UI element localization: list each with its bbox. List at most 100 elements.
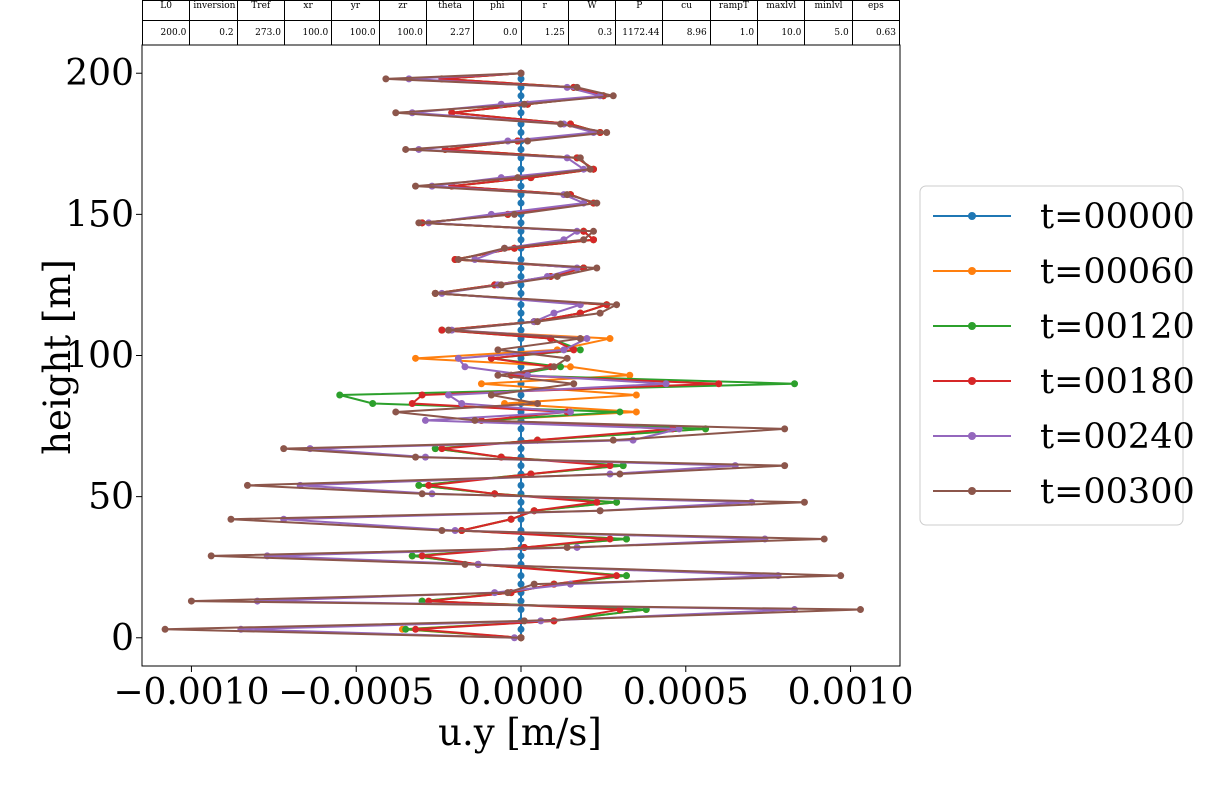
data-point <box>517 272 525 280</box>
data-point <box>415 219 423 227</box>
data-point <box>517 301 525 309</box>
data-point <box>517 445 525 453</box>
data-point <box>517 92 525 100</box>
data-point <box>593 498 601 506</box>
data-point <box>517 109 525 117</box>
y-axis: 0 50 100 150 200 <box>65 53 142 659</box>
y-tick-label: 50 <box>88 477 134 518</box>
legend-swatch-marker <box>968 377 976 385</box>
data-point <box>402 625 410 633</box>
param-value-tref: 273.0 <box>236 20 285 46</box>
param-value-zr: 100.0 <box>378 20 427 46</box>
data-point <box>517 129 525 136</box>
data-point <box>616 408 624 416</box>
data-point <box>632 408 640 416</box>
data-point <box>622 535 630 543</box>
legend-label: t=00000 <box>1040 197 1195 237</box>
data-point <box>781 425 789 433</box>
data-point <box>563 354 571 362</box>
data-point <box>402 145 410 153</box>
data-point <box>557 120 565 128</box>
data-point <box>514 174 522 182</box>
legend-swatch-marker <box>968 267 976 275</box>
data-point <box>454 256 462 264</box>
data-point <box>392 109 400 117</box>
data-point <box>606 335 614 343</box>
series-t-00300 <box>161 69 864 642</box>
data-point <box>408 399 416 407</box>
data-point <box>791 380 799 388</box>
data-point <box>517 597 525 605</box>
param-value-eps: 0.63 <box>851 20 901 46</box>
data-point <box>613 572 621 580</box>
data-point <box>408 552 416 560</box>
data-point <box>207 552 215 560</box>
data-point <box>161 625 169 633</box>
data-point <box>609 92 617 100</box>
data-point <box>524 371 532 379</box>
data-point <box>458 399 466 407</box>
data-point <box>415 481 423 489</box>
data-point <box>448 109 456 117</box>
legend-label: t=00240 <box>1040 417 1195 457</box>
data-point <box>573 83 581 91</box>
data-point <box>431 289 439 297</box>
x-tick-label: 0.0010 <box>788 672 914 713</box>
data-point <box>517 182 525 190</box>
data-point <box>675 425 683 433</box>
legend-item: t=00240 <box>933 417 1195 457</box>
data-point <box>431 445 439 453</box>
data-point <box>781 462 789 470</box>
data-point <box>494 346 502 354</box>
data-point <box>243 481 251 489</box>
param-value-cu: 8.96 <box>662 20 711 46</box>
data-point <box>517 326 525 334</box>
data-point <box>632 391 640 399</box>
data-point <box>517 634 525 642</box>
data-point <box>557 363 565 371</box>
data-point <box>412 625 420 633</box>
data-point <box>418 490 426 498</box>
data-point <box>533 318 541 326</box>
y-tick-label: 0 <box>111 618 134 659</box>
data-point <box>517 264 525 272</box>
data-point <box>517 391 525 399</box>
data-point <box>392 408 400 416</box>
data-point <box>606 535 614 543</box>
data-point <box>533 399 541 407</box>
legend-item: t=00120 <box>933 307 1195 347</box>
data-point <box>517 535 525 543</box>
x-axis-label: u.y [m/s] <box>438 711 602 754</box>
data-point <box>280 445 288 453</box>
data-point <box>425 481 433 489</box>
data-point <box>576 154 584 162</box>
data-point <box>576 346 584 354</box>
data-point <box>609 436 617 444</box>
data-point <box>501 244 509 252</box>
data-point <box>616 470 624 478</box>
data-point <box>477 380 485 388</box>
data-point <box>382 75 390 83</box>
y-axis-label: height [m] <box>36 259 79 455</box>
x-tick-label: −0.0005 <box>278 672 434 713</box>
data-point <box>524 137 532 145</box>
data-point <box>517 165 525 173</box>
data-point <box>421 416 429 424</box>
param-value-inversion: 0.2 <box>189 20 238 46</box>
x-tick-label: −0.0010 <box>113 672 269 713</box>
data-point <box>438 326 446 334</box>
data-point <box>369 399 377 407</box>
data-point <box>487 391 495 399</box>
data-point <box>517 145 525 153</box>
data-point <box>227 515 235 523</box>
data-point <box>517 256 525 264</box>
param-value-theta: 2.27 <box>425 20 475 46</box>
data-point <box>606 462 614 470</box>
param-value-l0: 200.0 <box>141 20 191 46</box>
data-point <box>412 354 420 362</box>
legend-item: t=00060 <box>933 252 1195 292</box>
data-point <box>517 219 525 227</box>
legend-label: t=00180 <box>1040 362 1195 402</box>
